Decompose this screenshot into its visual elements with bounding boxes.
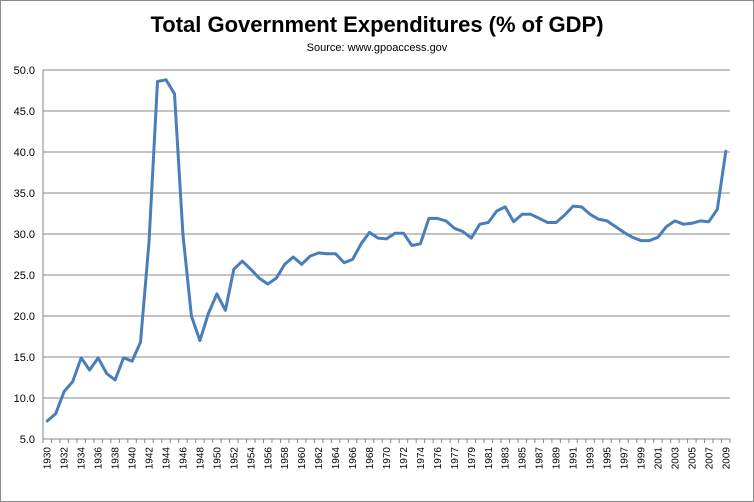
x-tick-label: 1942 — [145, 447, 156, 470]
x-tick-label: 2003 — [670, 447, 681, 470]
x-tick-label: 1968 — [365, 447, 376, 470]
x-tick-label: 1946 — [178, 447, 189, 470]
y-tick-label: 15.0 — [14, 352, 35, 364]
x-tick-label: 1977 — [450, 447, 461, 470]
x-tick-label: 1930 — [43, 447, 54, 470]
y-tick-label: 30.0 — [14, 229, 35, 241]
y-tick-label: 10.0 — [14, 393, 35, 405]
x-tick-label: 1962 — [314, 447, 325, 470]
x-tick-label: 1950 — [212, 447, 223, 470]
x-tick-label: 1938 — [111, 447, 122, 470]
x-tick-label: 2007 — [704, 447, 715, 470]
x-tick-label: 1952 — [229, 447, 240, 470]
y-tick-label: 20.0 — [14, 311, 35, 323]
x-tick-label: 2001 — [653, 447, 664, 470]
x-tick-label: 1966 — [348, 447, 359, 470]
x-tick-label: 1958 — [280, 447, 291, 470]
x-tick-label: 1932 — [60, 447, 71, 470]
x-tick-label: 2009 — [721, 447, 732, 470]
x-tick-label: 1954 — [246, 447, 257, 470]
x-tick-label: 1993 — [586, 447, 597, 470]
x-tick-label: 1985 — [518, 447, 529, 470]
x-tick-label: 1940 — [128, 447, 139, 470]
x-tick-label: 1970 — [382, 447, 393, 470]
x-tick-label: 1976 — [433, 447, 444, 470]
x-tick-label: 1974 — [416, 447, 427, 470]
x-tick-label: 1983 — [501, 447, 512, 470]
x-tick-label: 1936 — [94, 447, 105, 470]
x-tick-label: 1997 — [619, 447, 630, 470]
x-tick-label: 1964 — [331, 447, 342, 470]
y-tick-label: 5.0 — [20, 434, 35, 446]
x-tick-label: 1934 — [77, 447, 88, 470]
chart-subtitle: Source: www.gpoaccess.gov — [306, 42, 448, 54]
y-tick-label: 50.0 — [14, 65, 35, 77]
x-tick-label: 2005 — [687, 447, 698, 470]
x-tick-label: 1948 — [195, 447, 206, 470]
x-tick-label: 1972 — [399, 447, 410, 470]
x-tick-label: 1995 — [603, 447, 614, 470]
x-tick-label: 1991 — [569, 447, 580, 470]
x-tick-label: 1944 — [161, 447, 172, 470]
y-tick-label: 25.0 — [14, 270, 35, 282]
x-tick-label: 1999 — [636, 447, 647, 470]
chart-title: Total Government Expenditures (% of GDP) — [150, 12, 604, 37]
y-tick-label: 35.0 — [14, 188, 35, 200]
x-tick-label: 1960 — [297, 447, 308, 470]
y-tick-label: 45.0 — [14, 106, 35, 118]
x-tick-label: 1979 — [467, 447, 478, 470]
x-tick-label: 1989 — [552, 447, 563, 470]
series-line — [45, 78, 728, 423]
y-tick-label: 40.0 — [14, 147, 35, 159]
x-tick-label: 1987 — [535, 447, 546, 470]
x-tick-label: 1956 — [263, 447, 274, 470]
x-tick-label: 1981 — [484, 447, 495, 470]
